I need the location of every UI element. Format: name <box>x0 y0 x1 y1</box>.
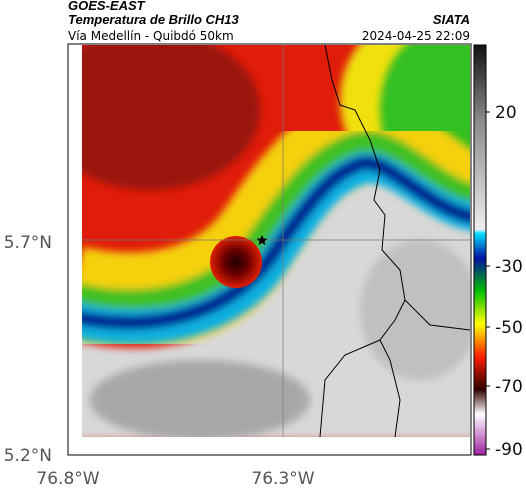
lat-label: 5.2°N <box>4 446 52 466</box>
colorbar-ticks <box>486 111 490 450</box>
satellite-image <box>82 45 470 437</box>
colorbar <box>473 44 487 456</box>
route: Vía Medellín - Quibdó 50km <box>68 29 234 43</box>
colorbar-label: -70 <box>495 377 523 397</box>
lat-label: 5.7°N <box>4 233 52 253</box>
timestamp: 2024-04-25 22:09 <box>362 29 470 43</box>
lon-label: 76.3°W <box>251 469 314 489</box>
title: GOES-EAST <box>68 0 146 13</box>
source: SIATA <box>433 12 470 27</box>
colorbar-label: -50 <box>495 318 523 338</box>
subtitle: Temperatura de Brillo CH13 <box>68 12 240 27</box>
colorbar-label: -90 <box>495 440 523 460</box>
lon-label: 76.8°W <box>36 469 99 489</box>
colorbar-label: -30 <box>495 257 523 277</box>
colorbar-label: 20 <box>495 103 517 123</box>
